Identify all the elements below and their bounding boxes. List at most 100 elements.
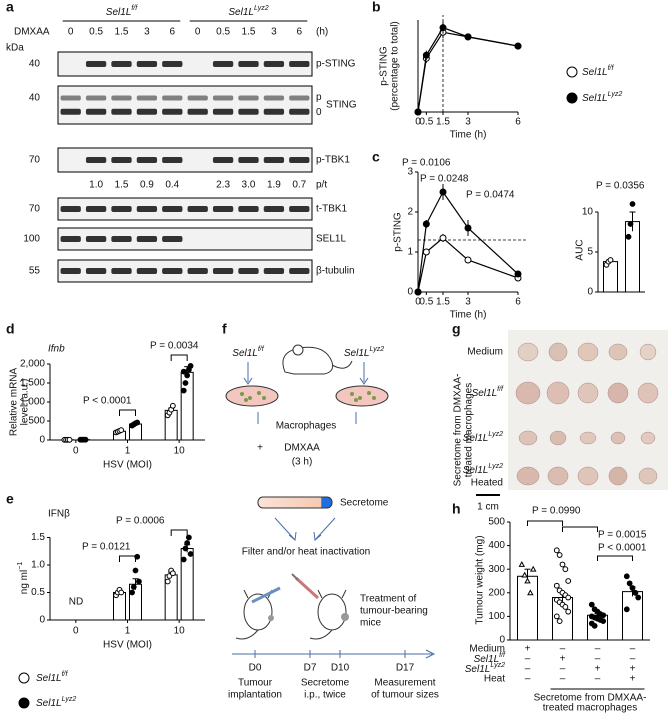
band bbox=[187, 95, 208, 101]
x-tick-label: 0 bbox=[73, 446, 79, 457]
kda-label: kDa bbox=[6, 43, 24, 54]
band bbox=[60, 268, 81, 274]
bracket bbox=[170, 529, 188, 536]
label-base: Sel1L bbox=[228, 7, 254, 18]
band bbox=[60, 95, 81, 101]
node-label: Secretome bbox=[340, 498, 389, 509]
point bbox=[134, 419, 141, 426]
panel-label: h bbox=[452, 501, 461, 517]
band bbox=[263, 61, 285, 67]
p-value: P = 0.0474 bbox=[466, 190, 515, 201]
point bbox=[169, 570, 176, 577]
point bbox=[184, 540, 191, 546]
x-tick-label: 6 bbox=[515, 297, 521, 308]
band bbox=[263, 157, 285, 163]
point bbox=[600, 612, 607, 619]
band bbox=[212, 108, 234, 115]
point bbox=[514, 42, 522, 50]
point bbox=[553, 582, 560, 589]
y-tick-label: 1,000 bbox=[20, 397, 45, 408]
y-axis-label: p-STING bbox=[379, 46, 390, 86]
na-label: ND bbox=[69, 597, 83, 608]
band bbox=[60, 236, 81, 242]
point bbox=[553, 547, 560, 554]
point bbox=[626, 580, 633, 587]
x-tick-label: 10 bbox=[174, 446, 186, 457]
band bbox=[111, 61, 132, 67]
band bbox=[289, 268, 310, 274]
kda-value: 40 bbox=[29, 59, 41, 70]
design-mark: – bbox=[525, 674, 531, 685]
point bbox=[185, 534, 192, 541]
row-label: p-TBK1 bbox=[316, 155, 350, 166]
point bbox=[625, 233, 632, 240]
label-base: Sel1L bbox=[344, 348, 370, 359]
design-row-label: Medium bbox=[469, 644, 505, 655]
label-base: ng ml bbox=[19, 570, 30, 594]
p-value: P = 0.0034 bbox=[150, 341, 199, 352]
y-tick-label: 1,500 bbox=[20, 378, 45, 389]
label-sup: f/f bbox=[131, 5, 138, 12]
point bbox=[524, 577, 531, 584]
x-tick-label: 3 bbox=[465, 117, 471, 128]
bracket bbox=[170, 354, 188, 361]
side-label: Secretome from DMXAA- bbox=[453, 374, 464, 487]
ratio-value: 0.7 bbox=[292, 180, 306, 191]
node-label: DMXAA bbox=[284, 443, 320, 454]
band bbox=[136, 236, 158, 242]
band bbox=[263, 108, 285, 115]
y-axis-label: Tumour weight (mg) bbox=[475, 535, 486, 624]
band bbox=[289, 61, 310, 67]
panel-label: a bbox=[6, 0, 14, 15]
x-axis-label: HSV (MOI) bbox=[103, 460, 152, 471]
band bbox=[187, 108, 208, 115]
x-tick-label: 3 bbox=[465, 297, 471, 308]
time-label: 3 bbox=[144, 27, 150, 38]
point bbox=[607, 257, 614, 263]
band-label: p bbox=[316, 92, 322, 103]
band bbox=[212, 61, 234, 67]
y-tick-label: 200 bbox=[488, 587, 505, 598]
y-tick-label: 0 bbox=[499, 635, 505, 646]
band bbox=[136, 61, 158, 67]
band bbox=[162, 206, 183, 212]
design-row-label: Sel1LLyz2 bbox=[465, 662, 505, 675]
design-mark: + bbox=[630, 664, 636, 675]
point bbox=[553, 613, 560, 620]
panel-label: d bbox=[6, 321, 15, 337]
point bbox=[623, 573, 630, 580]
point bbox=[514, 270, 522, 278]
p-value: P = 0.0106 bbox=[402, 158, 451, 169]
point bbox=[129, 589, 135, 596]
row-label: Medium bbox=[467, 347, 503, 358]
side-label: treated macrophages bbox=[464, 383, 475, 478]
blot bbox=[57, 227, 313, 251]
node-label: Filter and/or heat inactivation bbox=[242, 547, 370, 558]
event-label: Secretome bbox=[301, 678, 350, 689]
point bbox=[627, 221, 634, 227]
band bbox=[136, 95, 158, 101]
ratio-value: 3.0 bbox=[242, 180, 256, 191]
label-sup: f/f bbox=[258, 346, 265, 353]
ratio-value: 1.0 bbox=[89, 180, 103, 191]
x-axis-label: Time (h) bbox=[450, 310, 487, 321]
ratio-value: 2.3 bbox=[216, 180, 230, 191]
ratio-value: 1.5 bbox=[115, 180, 129, 191]
point bbox=[439, 24, 447, 32]
band bbox=[289, 157, 310, 163]
point bbox=[556, 552, 563, 558]
event-label: of tumour sizes bbox=[371, 690, 439, 701]
bar bbox=[625, 221, 640, 293]
band bbox=[162, 157, 183, 163]
point bbox=[588, 601, 595, 608]
point bbox=[130, 584, 137, 590]
band bbox=[111, 157, 132, 163]
y-tick-label: 1.0 bbox=[31, 560, 45, 571]
panel-label: g bbox=[452, 321, 461, 337]
legend-label: Sel1LLyz2 bbox=[582, 91, 622, 104]
point bbox=[180, 368, 187, 375]
label-base: Sel1L bbox=[472, 388, 498, 399]
event-label: i.p., twice bbox=[304, 690, 346, 701]
point bbox=[464, 224, 472, 232]
